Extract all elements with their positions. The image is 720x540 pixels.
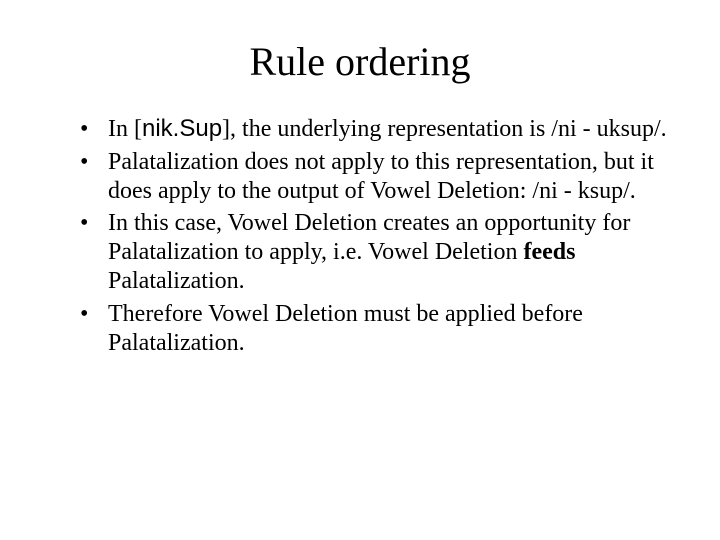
slide: Rule ordering In [nik.Sup], the underlyi… [0,0,720,540]
bullet-item: Therefore Vowel Deletion must be applied… [80,300,670,358]
bullet-item: In [nik.Sup], the underlying representat… [80,115,670,144]
slide-title: Rule ordering [50,38,670,85]
bullet-item: In this case, Vowel Deletion creates an … [80,209,670,295]
bullet-text-post: ], the underlying representation is /ni … [222,116,667,142]
bullet-text-bold: feeds [523,239,575,265]
bullet-text-post: Palatalization. [108,268,245,294]
bullet-text: Palatalization does not apply to this re… [108,149,654,204]
bullet-text-sans: nik.Sup [142,115,222,142]
bullet-item: Palatalization does not apply to this re… [80,148,670,206]
bullet-text-pre: In [ [108,116,142,142]
bullet-list: In [nik.Sup], the underlying representat… [80,115,670,357]
bullet-text: Therefore Vowel Deletion must be applied… [108,301,583,356]
